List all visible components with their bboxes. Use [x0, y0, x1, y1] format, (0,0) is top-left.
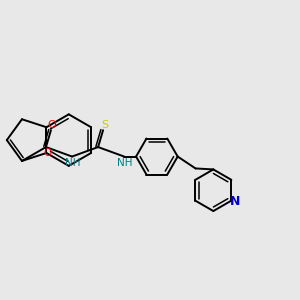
Text: O: O: [43, 148, 52, 158]
Text: N: N: [230, 195, 241, 208]
Text: NH: NH: [117, 158, 133, 169]
Text: S: S: [101, 120, 109, 130]
Text: O: O: [47, 120, 56, 130]
Text: NH: NH: [65, 158, 81, 169]
